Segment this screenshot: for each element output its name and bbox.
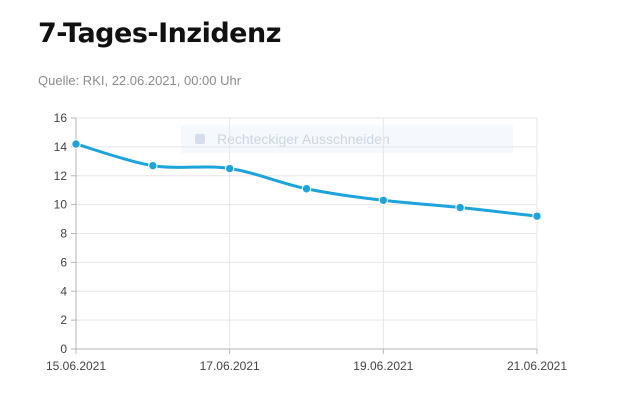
y-tick-label: 10 <box>54 198 68 212</box>
x-axis-ticks: 15.06.2021 17.06.2021 19.06.2021 21.06.2021 <box>46 359 567 373</box>
data-point <box>532 211 542 221</box>
source-note: Quelle: RKI, 22.06.2021, 00:00 Uhr <box>38 73 242 88</box>
snipping-tool-overlay: Rechteckiger Ausschneiden <box>181 125 513 153</box>
data-point <box>301 184 312 194</box>
y-tick-label: 14 <box>54 140 68 154</box>
series-layer <box>71 139 542 221</box>
chart-grid <box>75 117 538 349</box>
y-tick-label: 8 <box>60 227 67 241</box>
y-tick-label: 2 <box>60 313 67 327</box>
data-point <box>224 163 235 174</box>
x-tick-label: 17.06.2021 <box>200 359 260 373</box>
data-point <box>148 160 158 171</box>
x-tick-label: 19.06.2021 <box>353 359 413 373</box>
y-axis-ticks: 0 2 4 6 8 10 12 14 16 <box>54 111 68 356</box>
series-line <box>74 142 539 218</box>
y-tick-label: 12 <box>54 169 68 183</box>
data-point <box>455 202 465 213</box>
y-tick-label: 0 <box>60 342 67 356</box>
y-tick-label: 4 <box>60 284 67 298</box>
y-tick-label: 16 <box>54 111 68 125</box>
snipping-tool-label: Rechteckiger Ausschneiden <box>217 131 390 147</box>
y-tick-label: 6 <box>60 255 67 269</box>
chart-title: 7-Tages-Inzidenz <box>38 18 281 49</box>
selection-tool-icon <box>195 134 205 144</box>
data-point <box>378 195 389 205</box>
x-tick-label: 21.06.2021 <box>507 359 567 373</box>
chart-axes <box>71 117 538 354</box>
x-tick-label: 15.06.2021 <box>46 359 106 373</box>
data-point <box>71 139 81 149</box>
